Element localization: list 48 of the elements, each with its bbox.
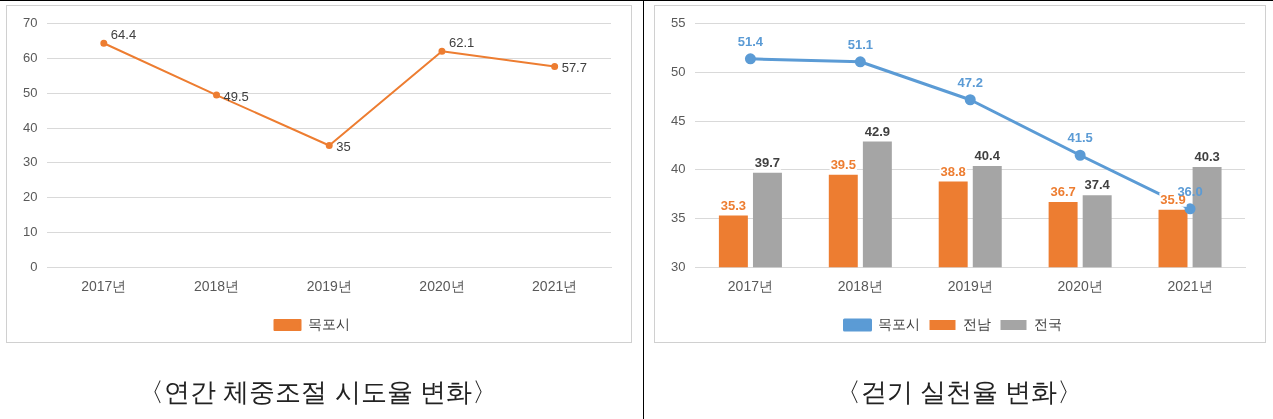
data-label: 39.5 xyxy=(830,156,856,172)
x-tick-label: 2021년 xyxy=(1167,278,1213,295)
data-label: 36.7 xyxy=(1050,184,1076,200)
y-tick-label: 55 xyxy=(670,15,686,31)
text: 〈연간 체중조절 시도율 변화〉 xyxy=(137,376,499,409)
data-label: 38.8 xyxy=(940,163,966,179)
y-tick-label: 40 xyxy=(22,119,38,135)
x-tick-label: 2018년 xyxy=(837,278,883,295)
data-label: 51.4 xyxy=(737,33,764,49)
data-label: 57.7 xyxy=(561,60,587,76)
y-tick-label: 10 xyxy=(22,224,38,240)
data-label: 47.2 xyxy=(957,74,983,90)
legend-label: 전남 xyxy=(962,315,991,332)
y-tick-label: 45 xyxy=(670,112,686,128)
data-label: 42.9 xyxy=(864,123,891,139)
y-tick-label: 50 xyxy=(22,84,38,100)
y-tick-label: 70 xyxy=(22,15,38,31)
y-tick-label: 35 xyxy=(670,210,686,226)
x-tick-label: 2020년 xyxy=(1057,278,1103,295)
data-label: 64.4 xyxy=(110,26,137,42)
y-tick-label: 0 xyxy=(30,258,38,274)
x-tick-label: 2019년 xyxy=(947,278,993,295)
text: 〈걷기 실천율 변화〉 xyxy=(833,376,1085,409)
legend-label: 목포시 xyxy=(877,315,920,332)
y-tick-label: 20 xyxy=(22,189,38,205)
data-label: 35 xyxy=(336,139,351,155)
data-label: 39.7 xyxy=(754,154,781,170)
data-label: 51.1 xyxy=(847,36,873,52)
y-tick-label: 30 xyxy=(22,154,38,170)
y-tick-label: 40 xyxy=(670,161,686,177)
x-tick-label: 2017년 xyxy=(727,278,773,295)
x-tick-label: 2021년 xyxy=(532,278,578,295)
data-label: 40.4 xyxy=(974,148,1001,164)
x-tick-label: 2017년 xyxy=(81,278,127,295)
legend-label: 전국 xyxy=(1033,315,1062,332)
data-label: 41.5 xyxy=(1067,130,1093,146)
data-label: 37.4 xyxy=(1084,177,1111,193)
data-label: 49.5 xyxy=(223,88,249,104)
x-tick-label: 2019년 xyxy=(306,278,352,295)
x-tick-label: 2020년 xyxy=(419,278,465,295)
legend-label: 목포시 xyxy=(307,315,350,332)
data-label: 40.3 xyxy=(1194,149,1220,164)
y-tick-label: 60 xyxy=(22,50,38,66)
y-tick-label: 30 xyxy=(670,258,686,274)
x-tick-label: 2018년 xyxy=(193,278,240,295)
data-label: 62.1 xyxy=(448,34,475,50)
data-label: 35.3 xyxy=(720,197,747,213)
y-tick-label: 50 xyxy=(670,64,686,80)
